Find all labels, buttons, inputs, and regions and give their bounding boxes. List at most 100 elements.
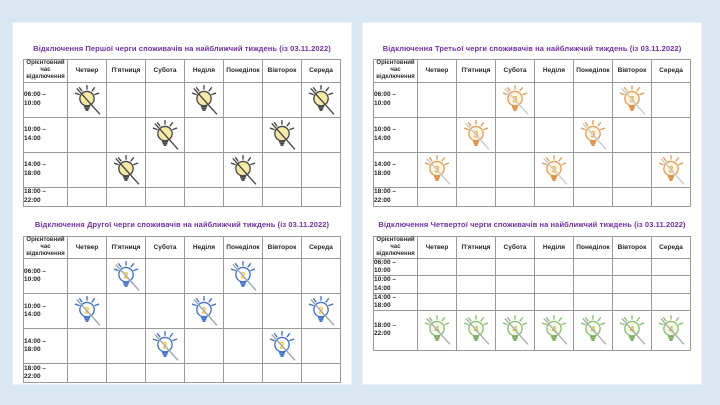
day-header: Понеділок (223, 235, 263, 260)
day-header: П'ятниця (456, 235, 496, 260)
empty-cell (184, 258, 224, 295)
outage-cell: 4 (612, 309, 652, 351)
empty-cell (534, 258, 574, 277)
day-header: П'ятниця (106, 59, 146, 83)
header-row: Орієнтовний час відключення Четвер П'ятниц… (373, 59, 691, 83)
power-outage-bulb-icon: 2 (269, 331, 296, 361)
empty-cell (612, 186, 652, 207)
empty-cell (223, 116, 263, 153)
power-outage-bulb-icon: 2 (191, 296, 218, 326)
empty-cell (417, 275, 457, 294)
empty-cell (534, 81, 574, 118)
time-slot-label: 06:00 – 10:00 (373, 258, 418, 277)
power-outage-bulb-icon: 4 (619, 315, 646, 346)
day-header: Вівторок (612, 235, 652, 260)
outage-cell: 3 (417, 151, 457, 188)
power-outage-bulb-icon: 2 (230, 261, 257, 291)
day-header: Четвер (67, 235, 107, 260)
time-slot-row: 18:00 – 22:00 4 4 (373, 309, 691, 351)
empty-cell (223, 363, 263, 384)
queue-1-schedule-table: Орієнтовний час відключення Четвер П'ятниц… (23, 59, 341, 207)
empty-cell (651, 186, 691, 207)
outage-cell: 4 (417, 309, 457, 351)
time-slot-label: 10:00 – 14:00 (373, 275, 418, 294)
power-outage-bulb-icon (152, 119, 179, 150)
outage-cell (223, 151, 263, 188)
power-outage-bulb-icon (74, 84, 101, 115)
day-header: Вівторок (262, 235, 302, 260)
empty-cell (612, 151, 652, 188)
header-row: Орієнтовний час відключення Четвер П'ятниц… (373, 235, 691, 260)
time-slot-label: 18:00 – 22:00 (373, 186, 418, 207)
empty-cell (145, 258, 185, 295)
time-slot-label: 18:00 – 22:00 (373, 309, 418, 351)
day-header: П'ятниця (106, 235, 146, 260)
empty-cell (301, 116, 341, 153)
time-column-header: Орієнтовний час відключення (23, 235, 68, 260)
empty-cell (534, 116, 574, 153)
empty-cell (495, 292, 535, 311)
outage-cell (106, 151, 146, 188)
time-column-header: Орієнтовний час відключення (23, 59, 68, 83)
empty-cell (301, 258, 341, 295)
power-outage-bulb-icon (269, 119, 296, 150)
empty-cell (106, 186, 146, 207)
header-row: Орієнтовний час відключення Четвер П'ятниц… (23, 235, 341, 260)
time-slot-row: 06:00 – 10:00 2 2 (23, 258, 341, 295)
power-outage-bulb-icon: 3 (502, 84, 529, 115)
empty-cell (67, 363, 107, 384)
empty-cell (262, 81, 302, 118)
power-outage-bulb-icon: 4 (463, 315, 490, 346)
time-slot-row: 18:00 – 22:00 (373, 186, 691, 207)
power-outage-bulb-icon: 4 (658, 315, 685, 346)
empty-cell (573, 151, 613, 188)
day-header: Понеділок (573, 59, 613, 83)
day-header: П'ятниця (456, 59, 496, 83)
empty-cell (573, 292, 613, 311)
empty-cell (262, 293, 302, 330)
empty-cell (106, 116, 146, 153)
empty-cell (573, 81, 613, 118)
outage-cell: 3 (495, 81, 535, 118)
empty-cell (145, 151, 185, 188)
empty-cell (534, 292, 574, 311)
time-slot-row: 10:00 – 14:00 (373, 275, 691, 294)
empty-cell (262, 258, 302, 295)
empty-cell (651, 292, 691, 311)
empty-cell (417, 116, 457, 153)
outage-cell (67, 81, 107, 118)
time-slot-label: 06:00 – 10:00 (373, 81, 418, 118)
empty-cell (301, 186, 341, 207)
time-slot-row: 10:00 – 14:00 3 3 (373, 116, 691, 153)
empty-cell (534, 275, 574, 294)
time-slot-row: 18:00 – 22:00 (23, 363, 341, 384)
queue-4-title: Відключення Четвертої черги споживачів н… (378, 219, 686, 229)
empty-cell (223, 328, 263, 365)
outage-cell: 4 (573, 309, 613, 351)
day-header: Субота (495, 235, 535, 260)
queue-1-title: Відключення Першої черги споживачів на н… (33, 44, 331, 53)
empty-cell (417, 292, 457, 311)
day-header: Четвер (417, 59, 457, 83)
time-slot-label: 06:00 – 10:00 (23, 81, 68, 118)
power-outage-bulb-icon (308, 84, 335, 115)
time-slot-label: 06:00 – 10:00 (23, 258, 68, 295)
empty-cell (145, 363, 185, 384)
time-slot-row: 06:00 – 10:00 3 3 (373, 81, 691, 118)
outage-cell (301, 81, 341, 118)
queue-2-section: Відключення Другої черги споживачів на н… (13, 220, 351, 384)
empty-cell (67, 258, 107, 295)
day-header: Субота (145, 59, 185, 83)
right-panel: Відключення Третьої черги споживачів на … (362, 22, 702, 385)
time-slot-label: 10:00 – 14:00 (23, 293, 68, 330)
empty-cell (106, 328, 146, 365)
power-outage-bulb-icon: 3 (541, 154, 568, 185)
queue-3-title: Відключення Третьої черги споживачів на … (382, 44, 682, 53)
empty-cell (456, 81, 496, 118)
day-header: Субота (495, 59, 535, 83)
empty-cell (145, 293, 185, 330)
outage-cell (184, 81, 224, 118)
outage-cell: 2 (145, 328, 185, 365)
power-outage-bulb-icon: 3 (580, 119, 607, 150)
day-header: Середа (651, 59, 691, 83)
